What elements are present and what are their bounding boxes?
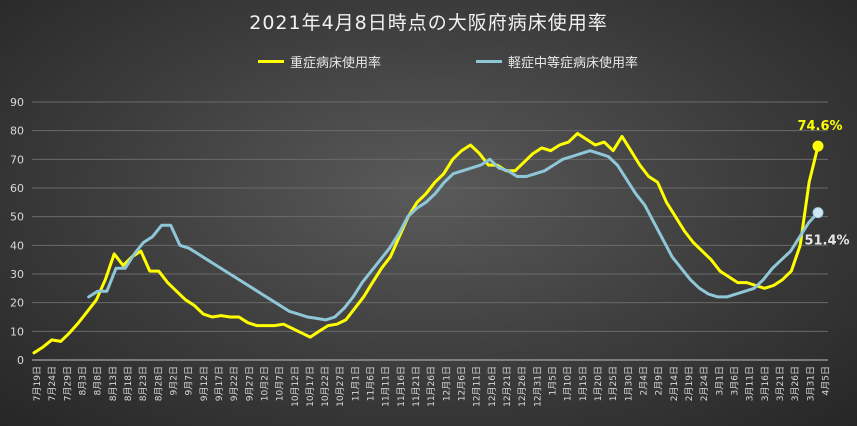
data-label-severe: 74.6% [797, 119, 842, 134]
x-tick-label: 8月28日 [153, 366, 164, 401]
x-tick-label: 11月21日 [411, 366, 422, 407]
x-tick-label: 9月22日 [229, 366, 240, 401]
x-tick-label: 2月24日 [699, 366, 710, 401]
x-tick-label: 2月19日 [684, 366, 695, 401]
y-tick-label: 20 [10, 297, 24, 310]
y-tick-label: 10 [10, 325, 24, 338]
series-line-severe [32, 132, 820, 355]
x-tick-label: 11月16日 [396, 366, 407, 407]
x-tick-label: 9月17日 [214, 366, 225, 401]
x-tick-label: 3月31日 [805, 366, 816, 401]
x-tick-label: 1月15日 [578, 366, 589, 401]
legend-swatch-severe [258, 60, 284, 63]
x-tick-label: 2月9日 [654, 366, 665, 395]
data-label-mild: 51.4% [804, 234, 849, 249]
legend-label-severe: 重症病床使用率 [290, 56, 382, 71]
legend-label-mild: 軽症中等症病床使用率 [508, 56, 639, 71]
x-tick-label: 11月6日 [366, 366, 377, 401]
x-tick-label: 7月19日 [32, 366, 43, 401]
x-tick-label: 9月2日 [168, 366, 179, 395]
y-tick-label: 60 [10, 182, 24, 195]
y-tick-label: 90 [10, 96, 24, 109]
x-tick-label: 3月6日 [729, 366, 740, 395]
x-tick-label: 8月23日 [138, 366, 149, 401]
x-tick-label: 12月21日 [502, 366, 513, 407]
y-tick-label: 0 [17, 354, 24, 367]
x-tick-label: 3月11日 [745, 366, 756, 401]
x-tick-label: 8月13日 [108, 366, 119, 401]
x-tick-label: 3月21日 [775, 366, 786, 401]
x-tick-label: 12月11日 [472, 366, 483, 407]
x-tick-label: 1月25日 [608, 366, 619, 401]
y-tick-label: 50 [10, 211, 24, 224]
x-tick-label: 1月5日 [548, 366, 559, 395]
x-tick-label: 8月18日 [123, 366, 134, 401]
y-tick-label: 40 [10, 239, 24, 252]
x-tick-label: 11月11日 [381, 366, 392, 407]
x-tick-label: 1月20日 [593, 366, 604, 401]
chart-legend: 重症病床使用率 軽症中等症病床使用率 [0, 52, 857, 74]
x-tick-label: 12月6日 [457, 366, 468, 401]
y-tick-label: 80 [10, 125, 24, 138]
legend-item-mild: 軽症中等症病床使用率 [476, 52, 638, 71]
y-tick-label: 30 [10, 268, 24, 281]
x-tick-label: 10月27日 [335, 366, 346, 407]
x-tick-label: 10月12日 [290, 366, 301, 407]
x-tick-label: 10月17日 [305, 366, 316, 407]
x-tick-label: 9月12日 [199, 366, 210, 401]
x-tick-label: 3月16日 [760, 366, 771, 401]
x-tick-label: 1月30日 [623, 366, 634, 401]
x-tick-label: 7月24日 [47, 366, 58, 401]
y-tick-label: 70 [10, 153, 24, 166]
x-tick-label: 3月26日 [790, 366, 801, 401]
x-tick-label: 11月26日 [426, 366, 437, 407]
x-tick-label: 12月31日 [532, 366, 543, 407]
x-tick-label: 9月7日 [184, 366, 195, 395]
x-tick-label: 7月29日 [62, 366, 73, 401]
x-tick-label: 4月5日 [820, 366, 831, 395]
x-tick-label: 8月3日 [77, 366, 88, 395]
x-tick-label: 3月1日 [714, 366, 725, 395]
x-tick-label: 12月1日 [441, 366, 452, 401]
x-tick-label: 8月8日 [93, 366, 104, 395]
x-tick-label: 10月7日 [275, 366, 286, 401]
x-tick-label: 12月26日 [517, 366, 528, 407]
legend-swatch-mild [476, 60, 502, 63]
chart-title: 2021年4月8日時点の大阪府病床使用率 [249, 12, 608, 34]
end-marker-mild [812, 207, 824, 219]
x-tick-label: 11月1日 [350, 366, 361, 401]
x-tick-label: 10月22日 [320, 366, 331, 407]
x-tick-label: 1月10日 [563, 366, 574, 401]
legend-item-severe: 重症病床使用率 [258, 52, 381, 71]
x-tick-label: 12月16日 [487, 366, 498, 407]
x-tick-label: 2月4日 [638, 366, 649, 395]
x-tick-label: 9月27日 [244, 366, 255, 401]
x-tick-label: 10月2日 [259, 366, 270, 401]
end-marker-severe [812, 140, 824, 152]
series-line-mild [87, 149, 820, 322]
x-tick-label: 2月14日 [669, 366, 680, 401]
